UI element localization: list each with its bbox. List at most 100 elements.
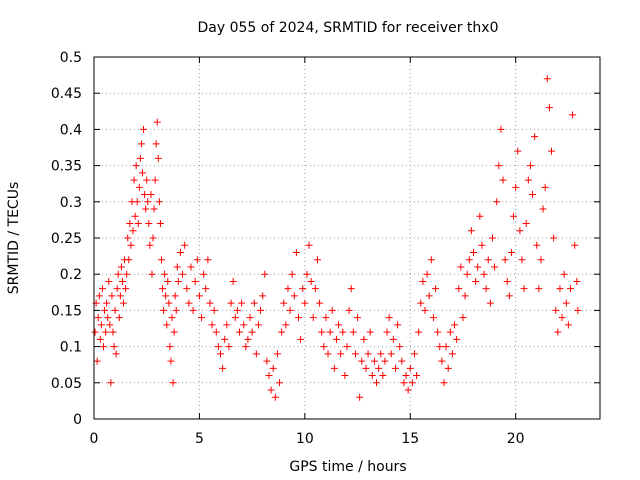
data-point bbox=[356, 393, 364, 401]
data-point bbox=[391, 364, 399, 372]
data-point bbox=[303, 270, 311, 278]
data-point bbox=[200, 270, 208, 278]
data-point bbox=[305, 241, 313, 249]
data-point bbox=[238, 299, 246, 307]
data-point bbox=[417, 299, 425, 307]
y-tick-label: 0.15 bbox=[51, 303, 82, 319]
data-point bbox=[478, 241, 486, 249]
data-point bbox=[176, 248, 184, 256]
data-point bbox=[457, 263, 465, 271]
data-point bbox=[172, 306, 180, 314]
data-point bbox=[507, 248, 515, 256]
data-point bbox=[556, 285, 564, 293]
data-point bbox=[210, 306, 218, 314]
data-point bbox=[145, 220, 153, 228]
data-point bbox=[164, 277, 172, 285]
data-point bbox=[337, 350, 345, 358]
data-point bbox=[269, 364, 277, 372]
data-point bbox=[349, 328, 357, 336]
data-point bbox=[480, 270, 488, 278]
data-point bbox=[488, 234, 496, 242]
data-point bbox=[415, 328, 423, 336]
data-point bbox=[434, 328, 442, 336]
data-point bbox=[146, 241, 154, 249]
data-point bbox=[522, 220, 530, 228]
data-point bbox=[387, 350, 395, 358]
data-point bbox=[104, 314, 112, 322]
data-point bbox=[408, 379, 416, 387]
data-point bbox=[154, 154, 162, 162]
data-point bbox=[330, 364, 338, 372]
data-point bbox=[560, 270, 568, 278]
data-point bbox=[493, 198, 501, 206]
data-point bbox=[113, 285, 121, 293]
x-tick-label: 15 bbox=[401, 431, 419, 447]
data-point bbox=[250, 299, 258, 307]
data-point bbox=[545, 104, 553, 112]
data-point bbox=[358, 357, 366, 365]
data-point bbox=[432, 285, 440, 293]
data-point bbox=[160, 306, 168, 314]
data-point bbox=[155, 198, 163, 206]
data-point bbox=[114, 270, 122, 278]
data-point bbox=[562, 299, 570, 307]
grid-layer bbox=[94, 57, 600, 419]
data-point bbox=[111, 306, 119, 314]
data-point bbox=[510, 212, 518, 220]
data-point bbox=[280, 299, 288, 307]
data-point bbox=[231, 314, 239, 322]
data-point bbox=[484, 256, 492, 264]
y-tick-label: 0.1 bbox=[60, 340, 82, 356]
data-point bbox=[163, 321, 171, 329]
data-point bbox=[385, 314, 393, 322]
data-point bbox=[574, 306, 582, 314]
data-point bbox=[235, 328, 243, 336]
data-point bbox=[94, 314, 102, 322]
data-point bbox=[453, 335, 461, 343]
data-point bbox=[292, 248, 300, 256]
data-point bbox=[246, 314, 254, 322]
data-point bbox=[171, 292, 179, 300]
data-point bbox=[459, 314, 467, 322]
y-axis-label: SRMTID / TECUs bbox=[6, 182, 22, 295]
data-point bbox=[364, 350, 372, 358]
data-point bbox=[343, 343, 351, 351]
data-point bbox=[299, 285, 307, 293]
data-point bbox=[115, 314, 123, 322]
data-point bbox=[233, 306, 241, 314]
data-point bbox=[486, 299, 494, 307]
data-point bbox=[503, 277, 511, 285]
data-point bbox=[212, 328, 220, 336]
data-point bbox=[290, 292, 298, 300]
data-point bbox=[514, 147, 522, 155]
data-point bbox=[564, 321, 572, 329]
data-point bbox=[132, 162, 140, 170]
data-point bbox=[95, 292, 103, 300]
data-point bbox=[143, 176, 151, 184]
chart-title: Day 055 of 2024, SRMTID for receiver thx… bbox=[198, 20, 499, 36]
points-layer bbox=[91, 75, 582, 401]
data-point bbox=[370, 357, 378, 365]
data-point bbox=[225, 343, 233, 351]
data-point bbox=[168, 314, 176, 322]
data-point bbox=[446, 328, 454, 336]
data-point bbox=[543, 75, 551, 83]
data-point bbox=[398, 357, 406, 365]
data-point bbox=[271, 393, 279, 401]
data-point bbox=[170, 328, 178, 336]
data-point bbox=[491, 263, 499, 271]
data-point bbox=[301, 299, 309, 307]
y-tick-label: 0.5 bbox=[60, 50, 82, 66]
data-point bbox=[140, 125, 148, 133]
data-point bbox=[421, 306, 429, 314]
data-point bbox=[185, 299, 193, 307]
data-point bbox=[533, 241, 541, 249]
data-point bbox=[187, 263, 195, 271]
data-point bbox=[438, 357, 446, 365]
data-point bbox=[455, 285, 463, 293]
data-point bbox=[354, 314, 362, 322]
data-point bbox=[149, 234, 157, 242]
data-point bbox=[383, 328, 391, 336]
data-point bbox=[137, 140, 145, 148]
